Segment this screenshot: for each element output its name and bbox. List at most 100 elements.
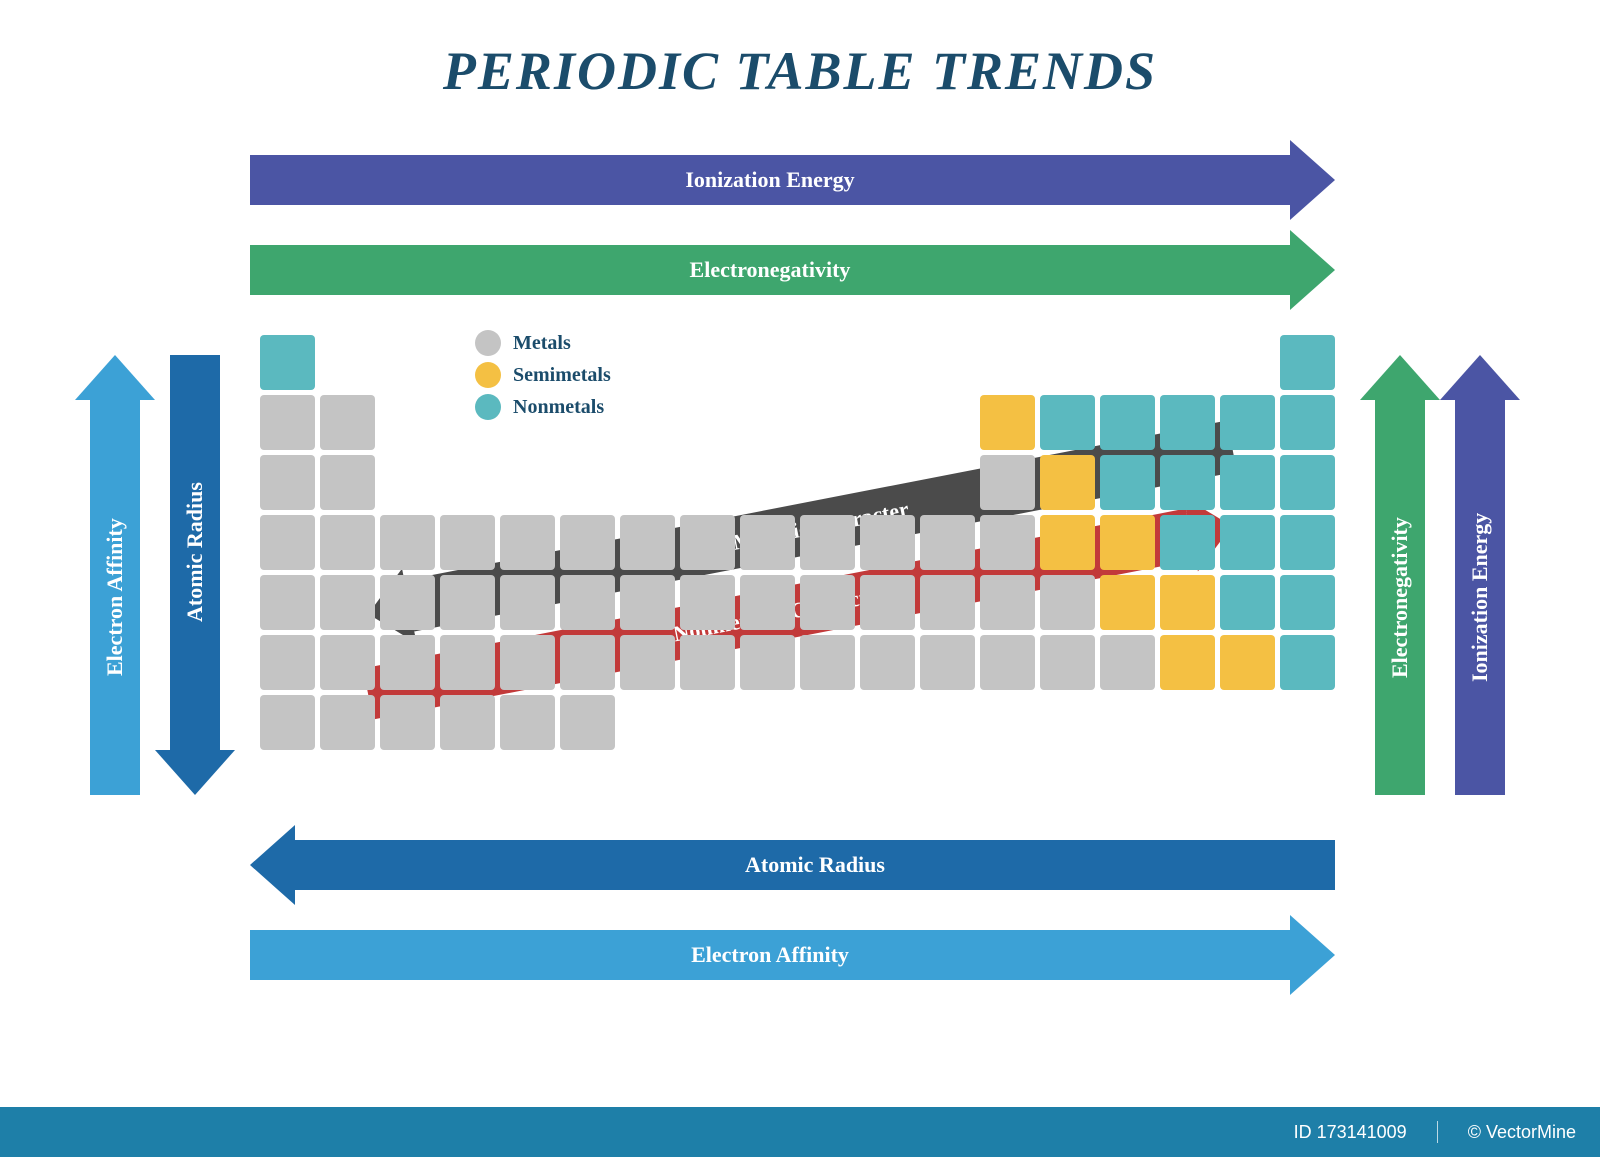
element-cell [680, 515, 735, 570]
element-cell [1160, 395, 1215, 450]
element-cell [1100, 455, 1155, 510]
footer-bar: ID 173141009 © VectorMine [0, 1107, 1600, 1157]
element-cell [1220, 395, 1275, 450]
element-cell [440, 695, 495, 750]
element-cell [620, 635, 675, 690]
element-cell [500, 515, 555, 570]
element-cell [980, 635, 1035, 690]
element-cell [680, 575, 735, 630]
element-cell [260, 635, 315, 690]
element-cell [440, 635, 495, 690]
atomic-radius-bottom-arrow: Atomic Radius [250, 840, 1335, 890]
element-cell [320, 575, 375, 630]
electronegativity-right-arrow: Electronegativity [1375, 355, 1425, 795]
element-cell [380, 515, 435, 570]
element-cell [1280, 455, 1335, 510]
element-cell [260, 395, 315, 450]
footer-separator [1437, 1121, 1438, 1143]
ionization-right-label: Ionization Energy [1455, 400, 1505, 795]
element-cell [320, 395, 375, 450]
element-cell [560, 635, 615, 690]
element-cell [920, 515, 975, 570]
element-cell [560, 575, 615, 630]
element-cell [380, 635, 435, 690]
element-cell [260, 335, 315, 390]
element-cell [860, 635, 915, 690]
element-cell [380, 695, 435, 750]
electron-affinity-left-arrow: Electron Affinity [90, 355, 140, 795]
electronegativity-top-label: Electronegativity [250, 245, 1290, 295]
periodic-table-grid [260, 335, 1335, 750]
element-cell [740, 635, 795, 690]
element-cell [1040, 395, 1095, 450]
element-cell [980, 515, 1035, 570]
element-cell [620, 515, 675, 570]
element-cell [1220, 515, 1275, 570]
element-cell [320, 695, 375, 750]
element-cell [1100, 635, 1155, 690]
element-cell [920, 575, 975, 630]
electron-affinity-bottom-arrow: Electron Affinity [250, 930, 1335, 980]
element-cell [320, 635, 375, 690]
element-cell [980, 575, 1035, 630]
element-cell [1040, 575, 1095, 630]
element-cell [1280, 515, 1335, 570]
element-cell [1040, 515, 1095, 570]
element-cell [1100, 575, 1155, 630]
element-cell [800, 635, 855, 690]
element-cell [1280, 635, 1335, 690]
element-cell [620, 575, 675, 630]
element-cell [260, 455, 315, 510]
element-cell [260, 575, 315, 630]
page-title: PERIODIC TABLE TRENDS [0, 0, 1600, 102]
element-cell [500, 575, 555, 630]
element-cell [980, 455, 1035, 510]
element-cell [1280, 575, 1335, 630]
element-cell [440, 515, 495, 570]
ionization-top-arrow: Ionization Energy [250, 155, 1335, 205]
electronegativity-right-label: Electronegativity [1375, 400, 1425, 795]
element-cell [800, 575, 855, 630]
element-cell [1220, 455, 1275, 510]
element-cell [1160, 575, 1215, 630]
atomic-radius-bottom-label: Atomic Radius [295, 840, 1335, 890]
element-cell [1160, 455, 1215, 510]
element-cell [860, 515, 915, 570]
element-cell [1100, 395, 1155, 450]
element-cell [320, 455, 375, 510]
element-cell [500, 635, 555, 690]
atomic-radius-left-arrow: Atomic Radius [170, 355, 220, 795]
element-cell [560, 515, 615, 570]
element-cell [860, 575, 915, 630]
element-cell [680, 635, 735, 690]
element-cell [740, 575, 795, 630]
ionization-right-arrow: Ionization Energy [1455, 355, 1505, 795]
element-cell [1220, 635, 1275, 690]
electron-affinity-bottom-label: Electron Affinity [250, 930, 1290, 980]
element-cell [1160, 515, 1215, 570]
element-cell [500, 695, 555, 750]
element-cell [440, 575, 495, 630]
element-cell [1040, 455, 1095, 510]
infographic-stage: PERIODIC TABLE TRENDS Ionization Energy E… [0, 0, 1600, 1157]
element-cell [1220, 575, 1275, 630]
element-cell [1160, 635, 1215, 690]
electronegativity-top-arrow: Electronegativity [250, 245, 1335, 295]
element-cell [260, 695, 315, 750]
element-cell [1040, 635, 1095, 690]
element-cell [980, 395, 1035, 450]
element-cell [1100, 515, 1155, 570]
element-cell [1280, 335, 1335, 390]
ionization-top-label: Ionization Energy [250, 155, 1290, 205]
element-cell [320, 515, 375, 570]
footer-credit: © VectorMine [1468, 1122, 1576, 1143]
atomic-radius-left-label: Atomic Radius [170, 355, 220, 750]
element-cell [800, 515, 855, 570]
element-cell [560, 695, 615, 750]
element-cell [740, 515, 795, 570]
footer-id: ID 173141009 [1294, 1122, 1407, 1143]
element-cell [380, 575, 435, 630]
element-cell [920, 635, 975, 690]
electron-affinity-left-label: Electron Affinity [90, 400, 140, 795]
element-cell [1280, 395, 1335, 450]
